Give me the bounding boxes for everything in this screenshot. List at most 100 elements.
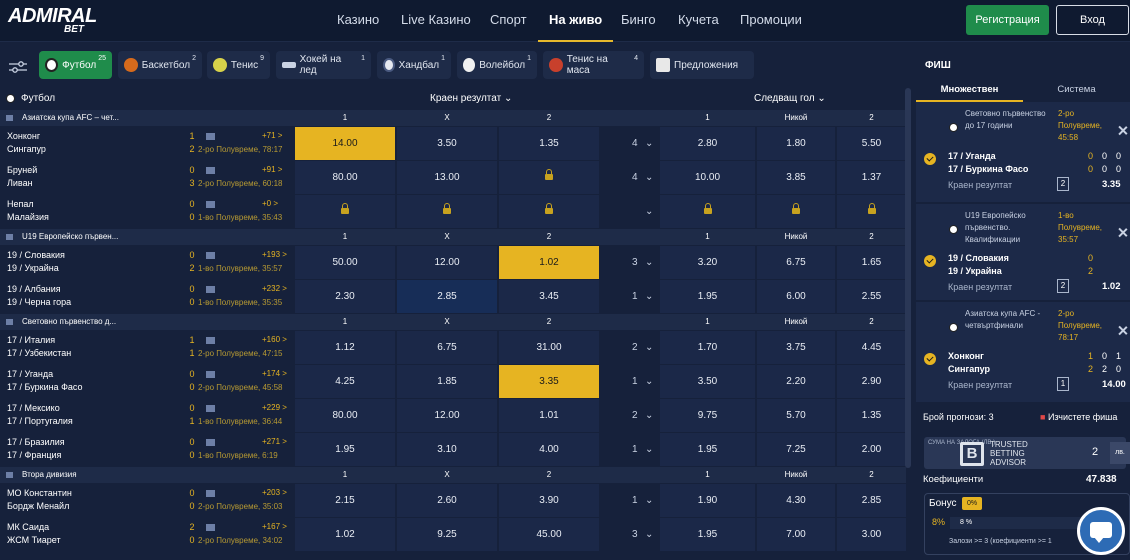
tab-multiple[interactable]: Множествен <box>916 79 1023 102</box>
odds-button[interactable]: 9.75 <box>660 399 755 432</box>
odds-button[interactable] <box>397 195 497 228</box>
live-stream-icon[interactable] <box>206 371 215 378</box>
odds-button[interactable]: 10.00 <box>660 161 755 194</box>
more-markets-link[interactable]: +0 > <box>262 199 279 208</box>
odds-button[interactable]: 3.75 <box>757 331 835 364</box>
odds-button[interactable]: 1.85 <box>397 365 497 398</box>
odds-button[interactable]: 6.75 <box>757 246 835 279</box>
odds-button[interactable]: 3.85 <box>757 161 835 194</box>
odds-button[interactable] <box>837 195 906 228</box>
live-stream-icon[interactable] <box>206 201 215 208</box>
market-count-toggle[interactable]: 4 ⌄ <box>601 127 653 160</box>
live-chat-button[interactable] <box>1077 507 1125 555</box>
live-stream-icon[interactable] <box>206 252 215 259</box>
odds-button[interactable]: 1.12 <box>295 331 395 364</box>
nav-dogs[interactable]: Кучета <box>678 12 719 27</box>
login-button[interactable]: Вход <box>1056 5 1129 35</box>
odds-button[interactable]: 1.02 <box>499 246 599 279</box>
odds-button[interactable]: 80.00 <box>295 161 395 194</box>
match-row[interactable]: 17 / Италия 17 / Узбекистан 1 1 +160 > 2… <box>0 331 906 365</box>
odds-button[interactable]: 6.75 <box>397 331 497 364</box>
live-stream-icon[interactable] <box>206 524 215 531</box>
sport-chip-handball[interactable]: Хандбал 1 <box>377 51 451 79</box>
odds-button[interactable]: 5.70 <box>757 399 835 432</box>
odds-button[interactable]: 2.55 <box>837 280 906 313</box>
live-stream-icon[interactable] <box>206 490 215 497</box>
clear-slip-button[interactable]: ■ Изчистете фиша <box>1040 412 1117 422</box>
market-select-next-goal[interactable]: Следващ гол ⌄ <box>754 93 826 104</box>
more-markets-link[interactable]: +232 > <box>262 284 287 293</box>
market-count-toggle[interactable]: 1 ⌄ <box>601 433 653 466</box>
odds-button[interactable]: 12.00 <box>397 246 497 279</box>
market-count-toggle[interactable]: 3 ⌄ <box>601 518 653 551</box>
odds-button[interactable]: 3.90 <box>499 484 599 517</box>
market-count-toggle[interactable]: 1 ⌄ <box>601 280 653 313</box>
filter-icon[interactable] <box>8 60 28 74</box>
odds-button[interactable]: 1.01 <box>499 399 599 432</box>
odds-button[interactable]: 3.45 <box>499 280 599 313</box>
odds-button[interactable]: 13.00 <box>397 161 497 194</box>
market-count-toggle[interactable]: 2 ⌄ <box>601 399 653 432</box>
odds-button[interactable]: 2.30 <box>295 280 395 313</box>
remove-bet-icon[interactable] <box>1118 228 1127 237</box>
match-row[interactable]: 19 / Албания 19 / Черна гора 0 0 +232 > … <box>0 280 906 314</box>
sport-chip-tennis[interactable]: Тенис 9 <box>207 51 270 79</box>
odds-button[interactable] <box>660 195 755 228</box>
league-header[interactable]: Световно първенство д... 1 X 2 1 Никой 2 <box>0 314 906 330</box>
odds-button[interactable]: 4.45 <box>837 331 906 364</box>
odds-button[interactable]: 3.50 <box>660 365 755 398</box>
match-row[interactable]: МО Константин Бордж Менайл 0 0 +203 > 2-… <box>0 484 906 518</box>
odds-button[interactable]: 1.95 <box>660 518 755 551</box>
remove-bet-icon[interactable] <box>1118 326 1127 335</box>
sport-chip-ice-hockey[interactable]: Хокей на лед 1 <box>276 51 371 79</box>
odds-button[interactable] <box>757 195 835 228</box>
match-row[interactable]: 19 / Словакия 19 / Украйна 0 2 +193 > 1-… <box>0 246 906 280</box>
odds-button[interactable]: 1.95 <box>295 433 395 466</box>
market-count-toggle[interactable]: ⌄ <box>601 195 653 228</box>
odds-button[interactable]: 31.00 <box>499 331 599 364</box>
market-count-toggle[interactable]: 3 ⌄ <box>601 246 653 279</box>
odds-button[interactable]: 12.00 <box>397 399 497 432</box>
match-row[interactable]: 17 / Бразилия 17 / Франция 0 0 +271 > 1-… <box>0 433 906 467</box>
more-markets-link[interactable]: +160 > <box>262 335 287 344</box>
odds-button[interactable]: 4.30 <box>757 484 835 517</box>
nav-bingo[interactable]: Бинго <box>621 12 656 27</box>
odds-button[interactable]: 3.35 <box>499 365 599 398</box>
sport-chip-table-tennis[interactable]: Тенис на маса 4 <box>543 51 644 79</box>
odds-button[interactable]: 6.00 <box>757 280 835 313</box>
live-stream-icon[interactable] <box>206 405 215 412</box>
odds-button[interactable] <box>295 195 395 228</box>
odds-button[interactable]: 2.00 <box>837 433 906 466</box>
odds-button[interactable]: 1.02 <box>295 518 395 551</box>
odds-button[interactable]: 1.80 <box>757 127 835 160</box>
odds-button[interactable]: 2.80 <box>660 127 755 160</box>
odds-button[interactable]: 9.25 <box>397 518 497 551</box>
more-markets-link[interactable]: +71 > <box>262 131 283 140</box>
odds-button[interactable]: 14.00 <box>295 127 395 160</box>
odds-button[interactable]: 2.20 <box>757 365 835 398</box>
match-row[interactable]: Бруней Ливан 0 3 +91 > 2-ро Полувреме, 6… <box>0 161 906 195</box>
tab-system[interactable]: Система <box>1057 84 1096 95</box>
odds-button[interactable]: 3.50 <box>397 127 497 160</box>
more-markets-link[interactable]: +193 > <box>262 250 287 259</box>
sport-chip-football[interactable]: Футбол 25 <box>39 51 112 79</box>
odds-button[interactable]: 2.60 <box>397 484 497 517</box>
league-header[interactable]: U19 Европейско първен... 1 X 2 1 Никой 2 <box>0 229 906 245</box>
market-select-final-result[interactable]: Краен резултат ⌄ <box>430 93 513 104</box>
market-count-toggle[interactable]: 1 ⌄ <box>601 484 653 517</box>
nav-sport[interactable]: Спорт <box>490 12 527 27</box>
sport-chip-basketball[interactable]: Баскетбол 2 <box>118 51 202 79</box>
match-row[interactable]: Хонконг Сингапур 1 2 +71 > 2-ро Полуврем… <box>0 127 906 161</box>
nav-promotions[interactable]: Промоции <box>740 12 802 27</box>
live-stream-icon[interactable] <box>206 286 215 293</box>
odds-button[interactable] <box>499 161 599 194</box>
odds-button[interactable]: 2.90 <box>837 365 906 398</box>
odds-button[interactable]: 1.95 <box>660 280 755 313</box>
nav-live[interactable]: На живо <box>538 0 614 42</box>
odds-button[interactable]: 4.00 <box>499 433 599 466</box>
odds-button[interactable]: 3.00 <box>837 518 906 551</box>
odds-button[interactable]: 1.70 <box>660 331 755 364</box>
more-markets-link[interactable]: +229 > <box>262 403 287 412</box>
odds-button[interactable]: 1.95 <box>660 433 755 466</box>
live-stream-icon[interactable] <box>206 337 215 344</box>
